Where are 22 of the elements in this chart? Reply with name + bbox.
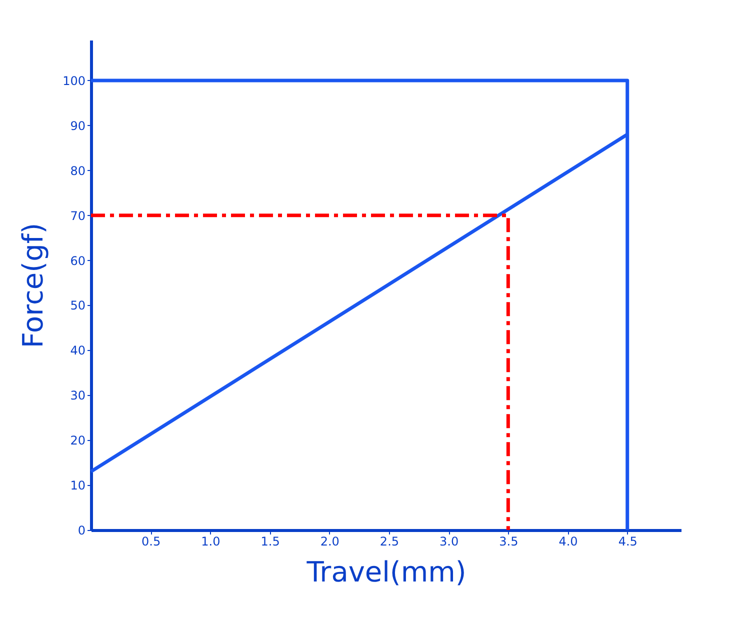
y-tick-label: 0 bbox=[78, 524, 86, 538]
y-tick-label: 10 bbox=[70, 478, 86, 493]
y-tick-label: 40 bbox=[70, 344, 86, 358]
x-axis-title: Travel(mm) bbox=[306, 556, 466, 588]
x-tick-label: 3.5 bbox=[499, 534, 518, 548]
y-tick-label: 90 bbox=[70, 118, 86, 133]
x-tick-label: 4.0 bbox=[558, 534, 578, 548]
x-tick-label: 4.5 bbox=[618, 534, 638, 548]
y-axis-title: Force(gf) bbox=[16, 222, 50, 348]
x-tick-label: 1.5 bbox=[260, 534, 280, 548]
y-tick-label: 100 bbox=[62, 74, 86, 88]
y-tick-label: 30 bbox=[70, 388, 86, 403]
x-tick-label: 2.5 bbox=[380, 534, 400, 548]
y-tick-label: 80 bbox=[70, 164, 86, 178]
x-tick-label: 2.0 bbox=[320, 534, 340, 548]
y-tick-label: 60 bbox=[70, 254, 86, 268]
y-tick-label: 20 bbox=[70, 434, 86, 448]
x-tick-label: 0.5 bbox=[142, 534, 161, 548]
y-tick-label: 50 bbox=[70, 298, 86, 313]
x-tick-label: 3.0 bbox=[440, 534, 459, 548]
x-tick-label: 1.0 bbox=[201, 534, 220, 548]
y-tick-label: 70 bbox=[70, 208, 86, 223]
